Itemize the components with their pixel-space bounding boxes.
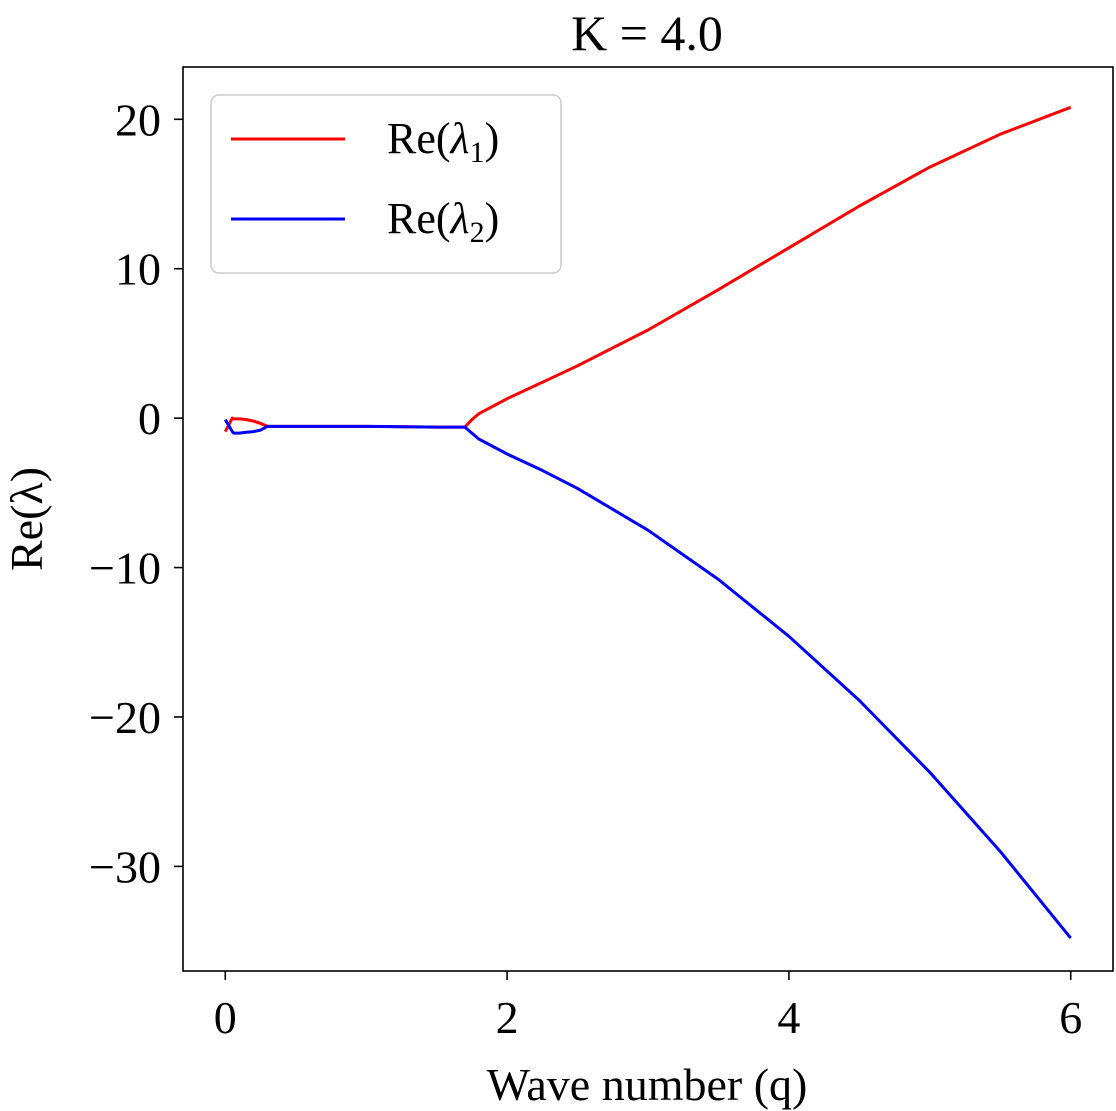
legend-label-1: Re(λ1) xyxy=(387,114,499,169)
series-line-1 xyxy=(223,105,1072,433)
y-tick-label: −10 xyxy=(89,543,161,594)
chart-title: K = 4.0 xyxy=(571,5,723,61)
legend-box xyxy=(210,94,562,274)
legend-label-2: Re(λ2) xyxy=(387,194,499,249)
y-tick-label: −30 xyxy=(89,841,161,892)
y-axis: 20 10 0 −10 −20 −30 xyxy=(89,94,183,892)
x-tick-label: 4 xyxy=(777,992,800,1043)
x-tick-label: 6 xyxy=(1059,992,1082,1043)
x-tick-label: 2 xyxy=(496,992,519,1043)
y-tick-label: −20 xyxy=(89,692,161,743)
legend: Re(λ1) Re(λ2) xyxy=(210,94,562,274)
x-axis: 0 2 4 6 xyxy=(214,971,1082,1043)
plot-lines xyxy=(223,105,1072,940)
series-line-2 xyxy=(224,418,1072,940)
plot-frame xyxy=(182,66,1114,972)
y-tick-label: 10 xyxy=(115,244,161,295)
x-tick-label: 0 xyxy=(214,992,237,1043)
x-axis-label: Wave number (q) xyxy=(487,1059,808,1110)
y-axis-label: Re(λ) xyxy=(1,467,52,571)
y-tick-label: 0 xyxy=(138,393,161,444)
y-tick-label: 20 xyxy=(115,94,161,145)
